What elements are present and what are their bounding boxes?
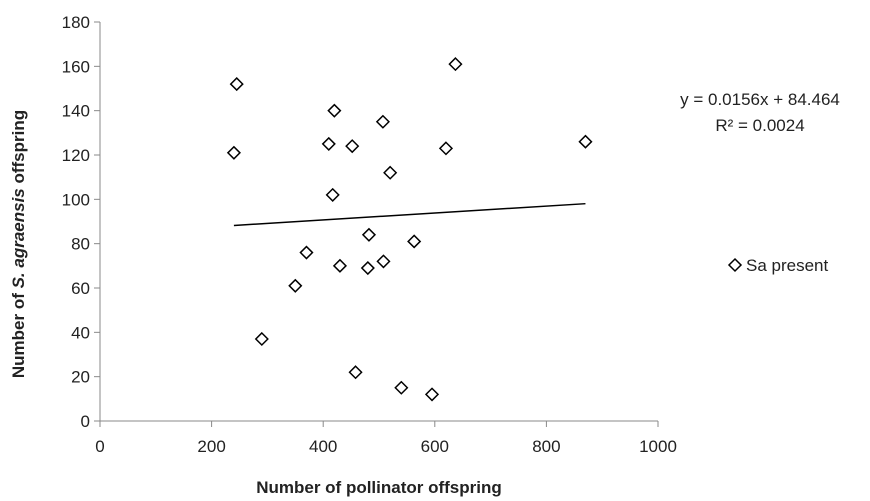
y-ticks: 0 20 40 60 80 100 120 140 160 180	[62, 13, 100, 431]
trendline-equation: y = 0.0156x + 84.464	[680, 90, 840, 109]
y-axis-title-suffix: offspring	[9, 110, 28, 188]
x-tick-label: 400	[309, 437, 337, 456]
data-point	[332, 258, 348, 273]
y-tick-label: 100	[62, 190, 90, 209]
data-point	[448, 57, 463, 72]
x-tick-label: 1000	[639, 437, 677, 456]
data-point	[229, 77, 244, 92]
y-tick-label: 120	[62, 146, 90, 165]
data-point	[226, 145, 241, 160]
y-axis-title: Number of S. agraensis offspring	[9, 110, 28, 378]
data-points	[226, 57, 593, 402]
data-point	[361, 227, 377, 242]
x-ticks: 0 200 400 600 800 1000	[95, 421, 677, 456]
data-point	[407, 234, 422, 249]
y-tick-label: 0	[81, 412, 90, 431]
data-point	[325, 187, 340, 202]
data-point	[327, 103, 342, 118]
y-tick-label: 20	[71, 368, 90, 387]
y-tick-label: 160	[62, 57, 90, 76]
x-axis-title: Number of pollinator offspring	[256, 478, 502, 497]
data-point	[299, 245, 314, 260]
data-point	[383, 165, 398, 180]
legend-marker-diamond-icon	[727, 257, 743, 273]
data-point	[438, 141, 454, 156]
y-tick-label: 180	[62, 13, 90, 32]
trendline-r2: R² = 0.0024	[715, 116, 804, 135]
x-tick-label: 800	[532, 437, 560, 456]
data-point	[254, 331, 269, 347]
x-tick-label: 200	[197, 437, 225, 456]
y-tick-label: 80	[71, 235, 90, 254]
y-tick-label: 140	[62, 102, 90, 121]
x-tick-label: 600	[421, 437, 449, 456]
legend-label: Sa present	[746, 256, 828, 275]
data-point	[578, 134, 593, 149]
data-point	[321, 136, 336, 151]
data-point	[348, 365, 363, 380]
y-axis-title-prefix: Number of	[9, 288, 28, 378]
data-point	[375, 114, 390, 129]
trendline	[233, 202, 586, 227]
data-point	[394, 380, 409, 395]
data-point	[424, 387, 440, 402]
data-point	[345, 139, 360, 154]
y-tick-label: 40	[71, 323, 90, 342]
data-point	[376, 254, 391, 269]
axes	[99, 22, 658, 422]
legend: Sa present	[727, 256, 828, 275]
y-axis-title-italic: S. agraensis	[9, 188, 28, 288]
data-point	[288, 278, 303, 293]
data-point	[360, 260, 375, 276]
y-tick-label: 60	[71, 279, 90, 298]
x-tick-label: 0	[95, 437, 104, 456]
